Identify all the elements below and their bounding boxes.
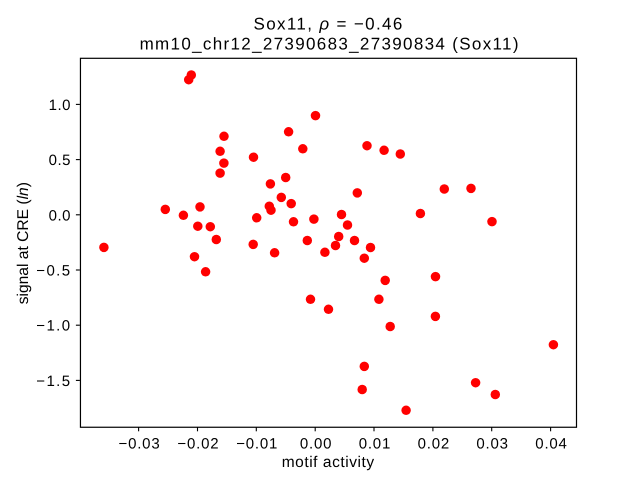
- svg-text:−0.01: −0.01: [236, 436, 278, 453]
- svg-text:0.01: 0.01: [359, 436, 391, 453]
- svg-text:Sox11, ρ = −0.46: Sox11, ρ = −0.46: [254, 15, 404, 34]
- svg-text:mm10_chr12_27390683_27390834 (: mm10_chr12_27390683_27390834 (Sox11): [140, 35, 520, 54]
- svg-text:−0.03: −0.03: [119, 436, 161, 453]
- svg-text:−0.5: −0.5: [36, 263, 71, 280]
- svg-text:0.5: 0.5: [49, 152, 71, 169]
- svg-text:−1.0: −1.0: [36, 318, 71, 335]
- svg-text:0.03: 0.03: [476, 436, 508, 453]
- svg-text:motif activity: motif activity: [282, 454, 375, 471]
- svg-text:0.04: 0.04: [535, 436, 567, 453]
- svg-text:−0.02: −0.02: [177, 436, 219, 453]
- svg-text:1.0: 1.0: [49, 97, 71, 114]
- svg-text:−1.5: −1.5: [36, 373, 71, 390]
- svg-text:0.02: 0.02: [418, 436, 450, 453]
- svg-text:signal at CRE (ln): signal at CRE (ln): [15, 182, 32, 304]
- svg-text:0.00: 0.00: [300, 436, 332, 453]
- svg-text:0.0: 0.0: [49, 207, 71, 224]
